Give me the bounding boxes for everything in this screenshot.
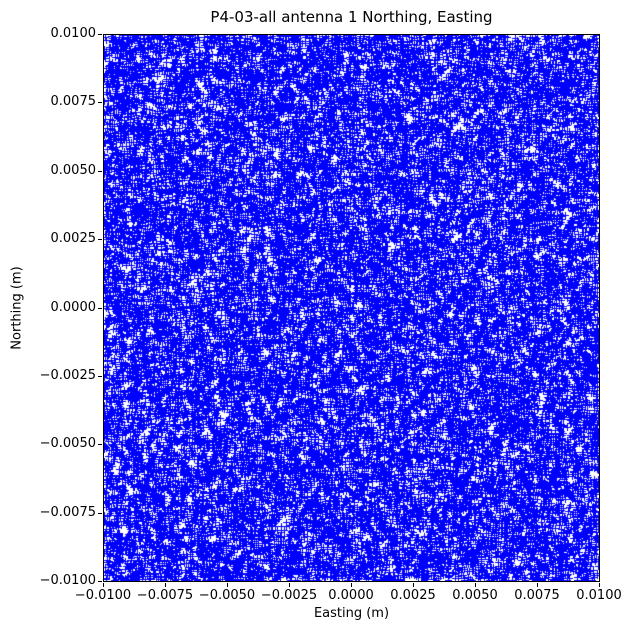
x-tick-label: −0.0075 <box>136 588 194 603</box>
y-tick-mark <box>98 34 102 35</box>
y-tick-mark <box>98 171 102 172</box>
x-tick-mark <box>599 583 600 587</box>
x-tick-label: 0.0025 <box>390 588 436 603</box>
x-tick-label: −0.0025 <box>260 588 318 603</box>
y-tick-label: −0.0050 <box>39 436 96 451</box>
x-tick-mark <box>289 583 290 587</box>
y-tick-mark <box>98 102 102 103</box>
x-tick-mark <box>103 583 104 587</box>
x-tick-label: −0.0050 <box>198 588 256 603</box>
y-tick-label: 0.0025 <box>50 231 97 246</box>
y-tick-mark <box>98 581 102 582</box>
x-tick-mark <box>413 583 414 587</box>
x-tick-mark <box>227 583 228 587</box>
y-tick-label: 0.0100 <box>50 26 97 41</box>
y-tick-label: 0.0050 <box>50 163 97 178</box>
x-tick-label: −0.0100 <box>74 588 132 603</box>
scatter-points-canvas <box>104 35 599 581</box>
y-tick-mark <box>98 513 102 514</box>
chart-title: P4-03-all antenna 1 Northing, Easting <box>210 8 493 26</box>
y-tick-mark <box>98 308 102 309</box>
y-tick-mark <box>98 376 102 377</box>
x-tick-label: 0.0075 <box>514 588 560 603</box>
x-tick-label: 0.0100 <box>576 588 622 603</box>
x-tick-mark <box>537 583 538 587</box>
y-tick-label: 0.0075 <box>50 94 97 109</box>
y-tick-mark <box>98 239 102 240</box>
y-tick-label: −0.0075 <box>39 505 96 520</box>
y-tick-label: −0.0025 <box>39 368 96 383</box>
y-tick-label: 0.0000 <box>50 300 97 315</box>
x-axis-label: Easting (m) <box>313 606 390 621</box>
y-tick-label: −0.0100 <box>39 573 96 588</box>
x-tick-mark <box>351 583 352 587</box>
x-tick-label: 0.0000 <box>328 588 374 603</box>
x-tick-label: 0.0050 <box>452 588 498 603</box>
x-tick-mark <box>165 583 166 587</box>
x-tick-mark <box>475 583 476 587</box>
plot-area <box>103 34 600 582</box>
y-tick-mark <box>98 444 102 445</box>
